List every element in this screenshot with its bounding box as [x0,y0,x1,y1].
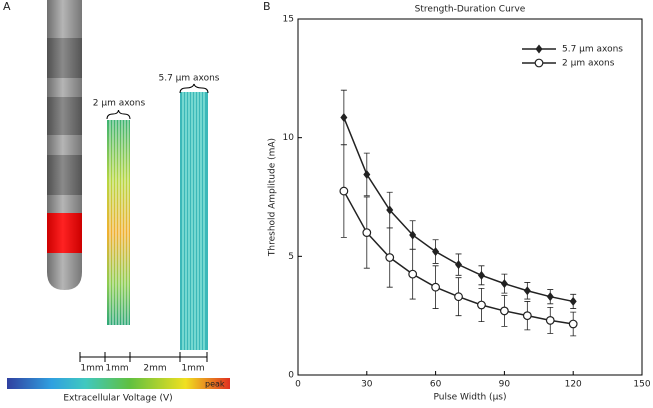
data-point [523,286,531,296]
y-tick-label: 10 [283,133,295,143]
colorbar [7,378,230,389]
scale-label: 1mm [80,364,103,374]
y-tick-label: 0 [288,371,294,381]
data-point [362,228,372,238]
x-tick-label: 60 [430,380,442,390]
data-point [339,186,349,196]
plot-frame [297,18,643,376]
data-point [409,230,417,240]
data-point [363,169,371,179]
data-point [568,319,578,329]
data-point [477,300,486,310]
y-tick-label: 5 [288,252,294,262]
scale-label: 1mm [181,364,204,374]
data-point [455,260,463,270]
axons-2um [106,109,131,325]
data-point [340,112,348,122]
y-tick-label: 15 [283,15,294,25]
data-point [432,247,440,257]
data-point [545,316,555,325]
axon-label: 2 µm axons [93,99,146,109]
legend-label: 5.7 µm axons [562,45,623,55]
scale-label: 2mm [143,364,166,374]
data-point [500,306,509,316]
colorbar-peak: peak [205,380,225,389]
data-point [500,279,508,289]
data-point [408,269,418,279]
data-point [431,282,441,292]
colorbar-label: Extracellular Voltage (V) [63,394,172,404]
panel-label: A [3,0,11,13]
legend-marker [535,44,543,54]
scale-label: 1mm [105,364,128,374]
x-tick-label: 90 [499,380,511,390]
data-point [546,292,554,302]
panel-label: B [263,0,271,13]
data-point [477,270,485,280]
axon-label: 5.7 µm axons [159,74,220,84]
data-point [386,205,394,215]
data-point [522,311,532,321]
y-axis-label: Threshold Amplitude (mA) [268,138,278,257]
chart: Strength-Duration Curve Pulse Width (µs) T… [268,5,651,403]
data-point [454,292,463,302]
data-point [569,296,577,306]
x-axis-label: Pulse Width (µs) [433,393,506,403]
x-tick-label: 150 [633,380,650,390]
legend-label: 2 µm axons [562,59,615,69]
x-tick-label: 0 [295,380,301,390]
data-point [385,253,395,262]
x-tick-label: 30 [361,380,373,390]
electrode [47,0,82,290]
axons-5-7um [179,83,209,350]
x-tick-label: 120 [565,380,582,390]
scale-bar [79,352,208,362]
legend-marker [534,58,544,68]
chart-title: Strength-Duration Curve [415,5,526,15]
